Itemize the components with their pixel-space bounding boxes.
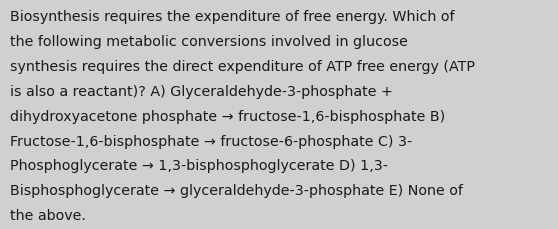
Text: synthesis requires the direct expenditure of ATP free energy (ATP: synthesis requires the direct expenditur…: [10, 60, 475, 74]
Text: is also a reactant)? A) Glyceraldehyde-3-phosphate +: is also a reactant)? A) Glyceraldehyde-3…: [10, 85, 393, 98]
Text: Bisphosphoglycerate → glyceraldehyde-3-phosphate E) None of: Bisphosphoglycerate → glyceraldehyde-3-p…: [10, 183, 463, 197]
Text: the following metabolic conversions involved in glucose: the following metabolic conversions invo…: [10, 35, 408, 49]
Text: dihydroxyacetone phosphate → fructose-1,6-bisphosphate B): dihydroxyacetone phosphate → fructose-1,…: [10, 109, 445, 123]
Text: Phosphoglycerate → 1,3-bisphosphoglycerate D) 1,3-: Phosphoglycerate → 1,3-bisphosphoglycera…: [10, 159, 388, 173]
Text: the above.: the above.: [10, 208, 86, 222]
Text: Biosynthesis requires the expenditure of free energy. Which of: Biosynthesis requires the expenditure of…: [10, 10, 455, 24]
Text: Fructose-1,6-bisphosphate → fructose-6-phosphate C) 3-: Fructose-1,6-bisphosphate → fructose-6-p…: [10, 134, 412, 148]
